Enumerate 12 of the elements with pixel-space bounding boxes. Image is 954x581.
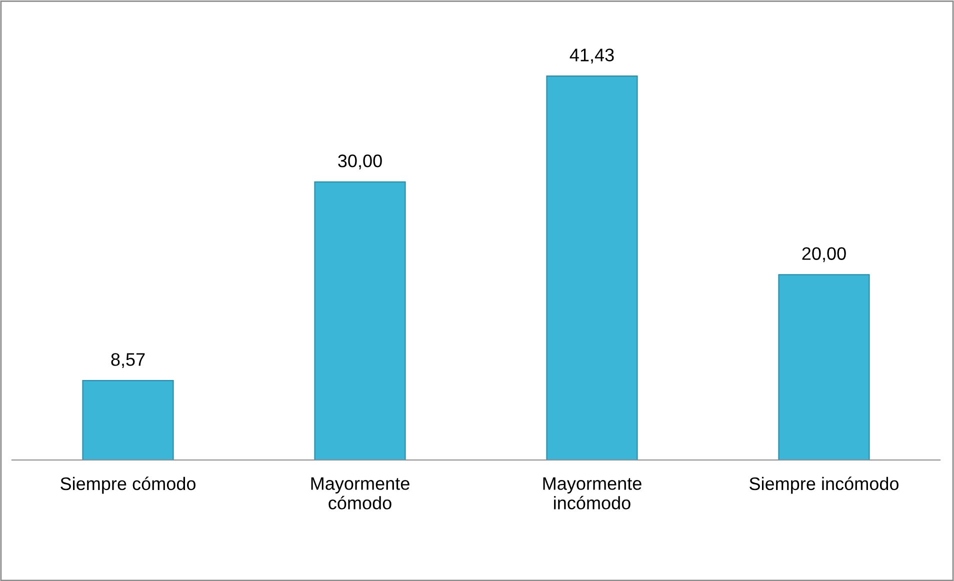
data-label: 20,00	[802, 247, 846, 262]
bar	[778, 274, 870, 460]
data-label: 30,00	[338, 154, 382, 170]
bar	[82, 380, 174, 460]
x-tick-label: Siempre cómodo	[60, 476, 196, 494]
x-tick-label: Mayormente cómodo	[311, 477, 410, 510]
bar	[546, 76, 638, 460]
data-label: 8,57	[111, 353, 145, 368]
x-tick-label: Siempre incómodo	[750, 476, 899, 494]
x-tick-label: Mayormente incómodo	[543, 477, 642, 510]
data-label: 41,43	[570, 48, 614, 64]
bar	[314, 181, 406, 460]
